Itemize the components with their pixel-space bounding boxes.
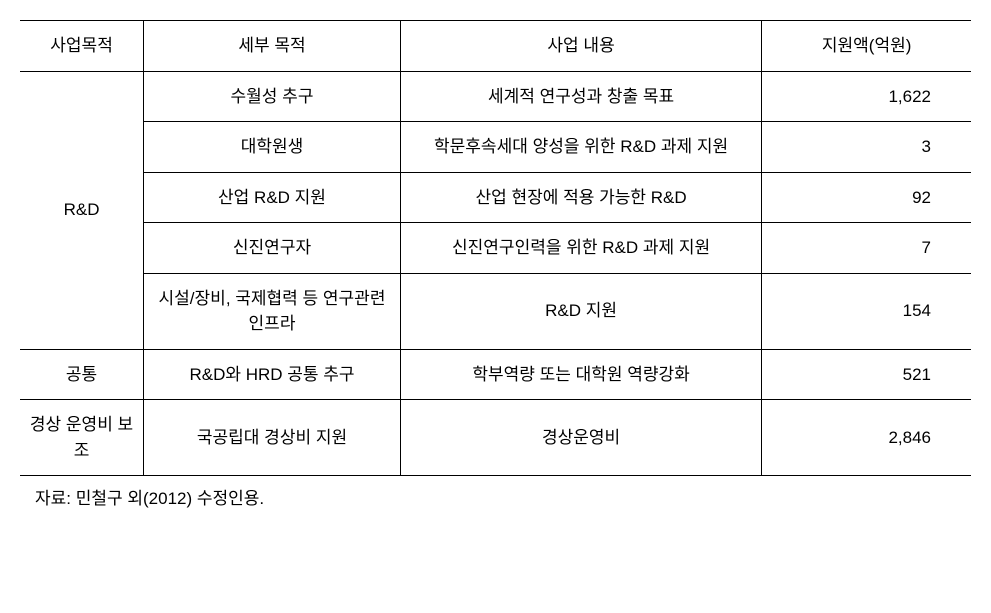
cell-amount: 3: [762, 122, 971, 173]
header-amount: 지원액(억원): [762, 21, 971, 72]
cell-purpose: R&D: [20, 71, 144, 349]
table-row: 대학원생 학문후속세대 양성을 위한 R&D 과제 지원 3: [20, 122, 971, 173]
cell-content: 세계적 연구성과 창출 목표: [400, 71, 761, 122]
cell-amount: 154: [762, 273, 971, 349]
cell-content: 산업 현장에 적용 가능한 R&D: [400, 172, 761, 223]
cell-content: 학부역량 또는 대학원 역량강화: [400, 349, 761, 400]
cell-purpose: 공통: [20, 349, 144, 400]
cell-content: 학문후속세대 양성을 위한 R&D 과제 지원: [400, 122, 761, 173]
header-purpose: 사업목적: [20, 21, 144, 72]
table-row: R&D 수월성 추구 세계적 연구성과 창출 목표 1,622: [20, 71, 971, 122]
cell-content: 경상운영비: [400, 400, 761, 476]
cell-amount: 1,622: [762, 71, 971, 122]
cell-content: R&D 지원: [400, 273, 761, 349]
cell-purpose: 경상 운영비 보조: [20, 400, 144, 476]
table-row: 공통 R&D와 HRD 공통 추구 학부역량 또는 대학원 역량강화 521: [20, 349, 971, 400]
header-detail: 세부 목적: [144, 21, 401, 72]
cell-amount: 92: [762, 172, 971, 223]
cell-amount: 2,846: [762, 400, 971, 476]
cell-detail: 신진연구자: [144, 223, 401, 274]
cell-detail: R&D와 HRD 공통 추구: [144, 349, 401, 400]
cell-detail: 대학원생: [144, 122, 401, 173]
table-row: 산업 R&D 지원 산업 현장에 적용 가능한 R&D 92: [20, 172, 971, 223]
table-row: 경상 운영비 보조 국공립대 경상비 지원 경상운영비 2,846: [20, 400, 971, 476]
table-container: 사업목적 세부 목적 사업 내용 지원액(억원) R&D 수월성 추구 세계적 …: [20, 20, 971, 509]
table-row: 신진연구자 신진연구인력을 위한 R&D 과제 지원 7: [20, 223, 971, 274]
cell-detail: 산업 R&D 지원: [144, 172, 401, 223]
source-note: 자료: 민철구 외(2012) 수정인용.: [20, 484, 971, 509]
header-content: 사업 내용: [400, 21, 761, 72]
cell-detail: 국공립대 경상비 지원: [144, 400, 401, 476]
cell-detail: 수월성 추구: [144, 71, 401, 122]
table-row: 시설/장비, 국제협력 등 연구관련 인프라 R&D 지원 154: [20, 273, 971, 349]
table-header-row: 사업목적 세부 목적 사업 내용 지원액(억원): [20, 21, 971, 72]
cell-amount: 521: [762, 349, 971, 400]
cell-content: 신진연구인력을 위한 R&D 과제 지원: [400, 223, 761, 274]
cell-amount: 7: [762, 223, 971, 274]
cell-detail: 시설/장비, 국제협력 등 연구관련 인프라: [144, 273, 401, 349]
main-table: 사업목적 세부 목적 사업 내용 지원액(억원) R&D 수월성 추구 세계적 …: [20, 20, 971, 476]
